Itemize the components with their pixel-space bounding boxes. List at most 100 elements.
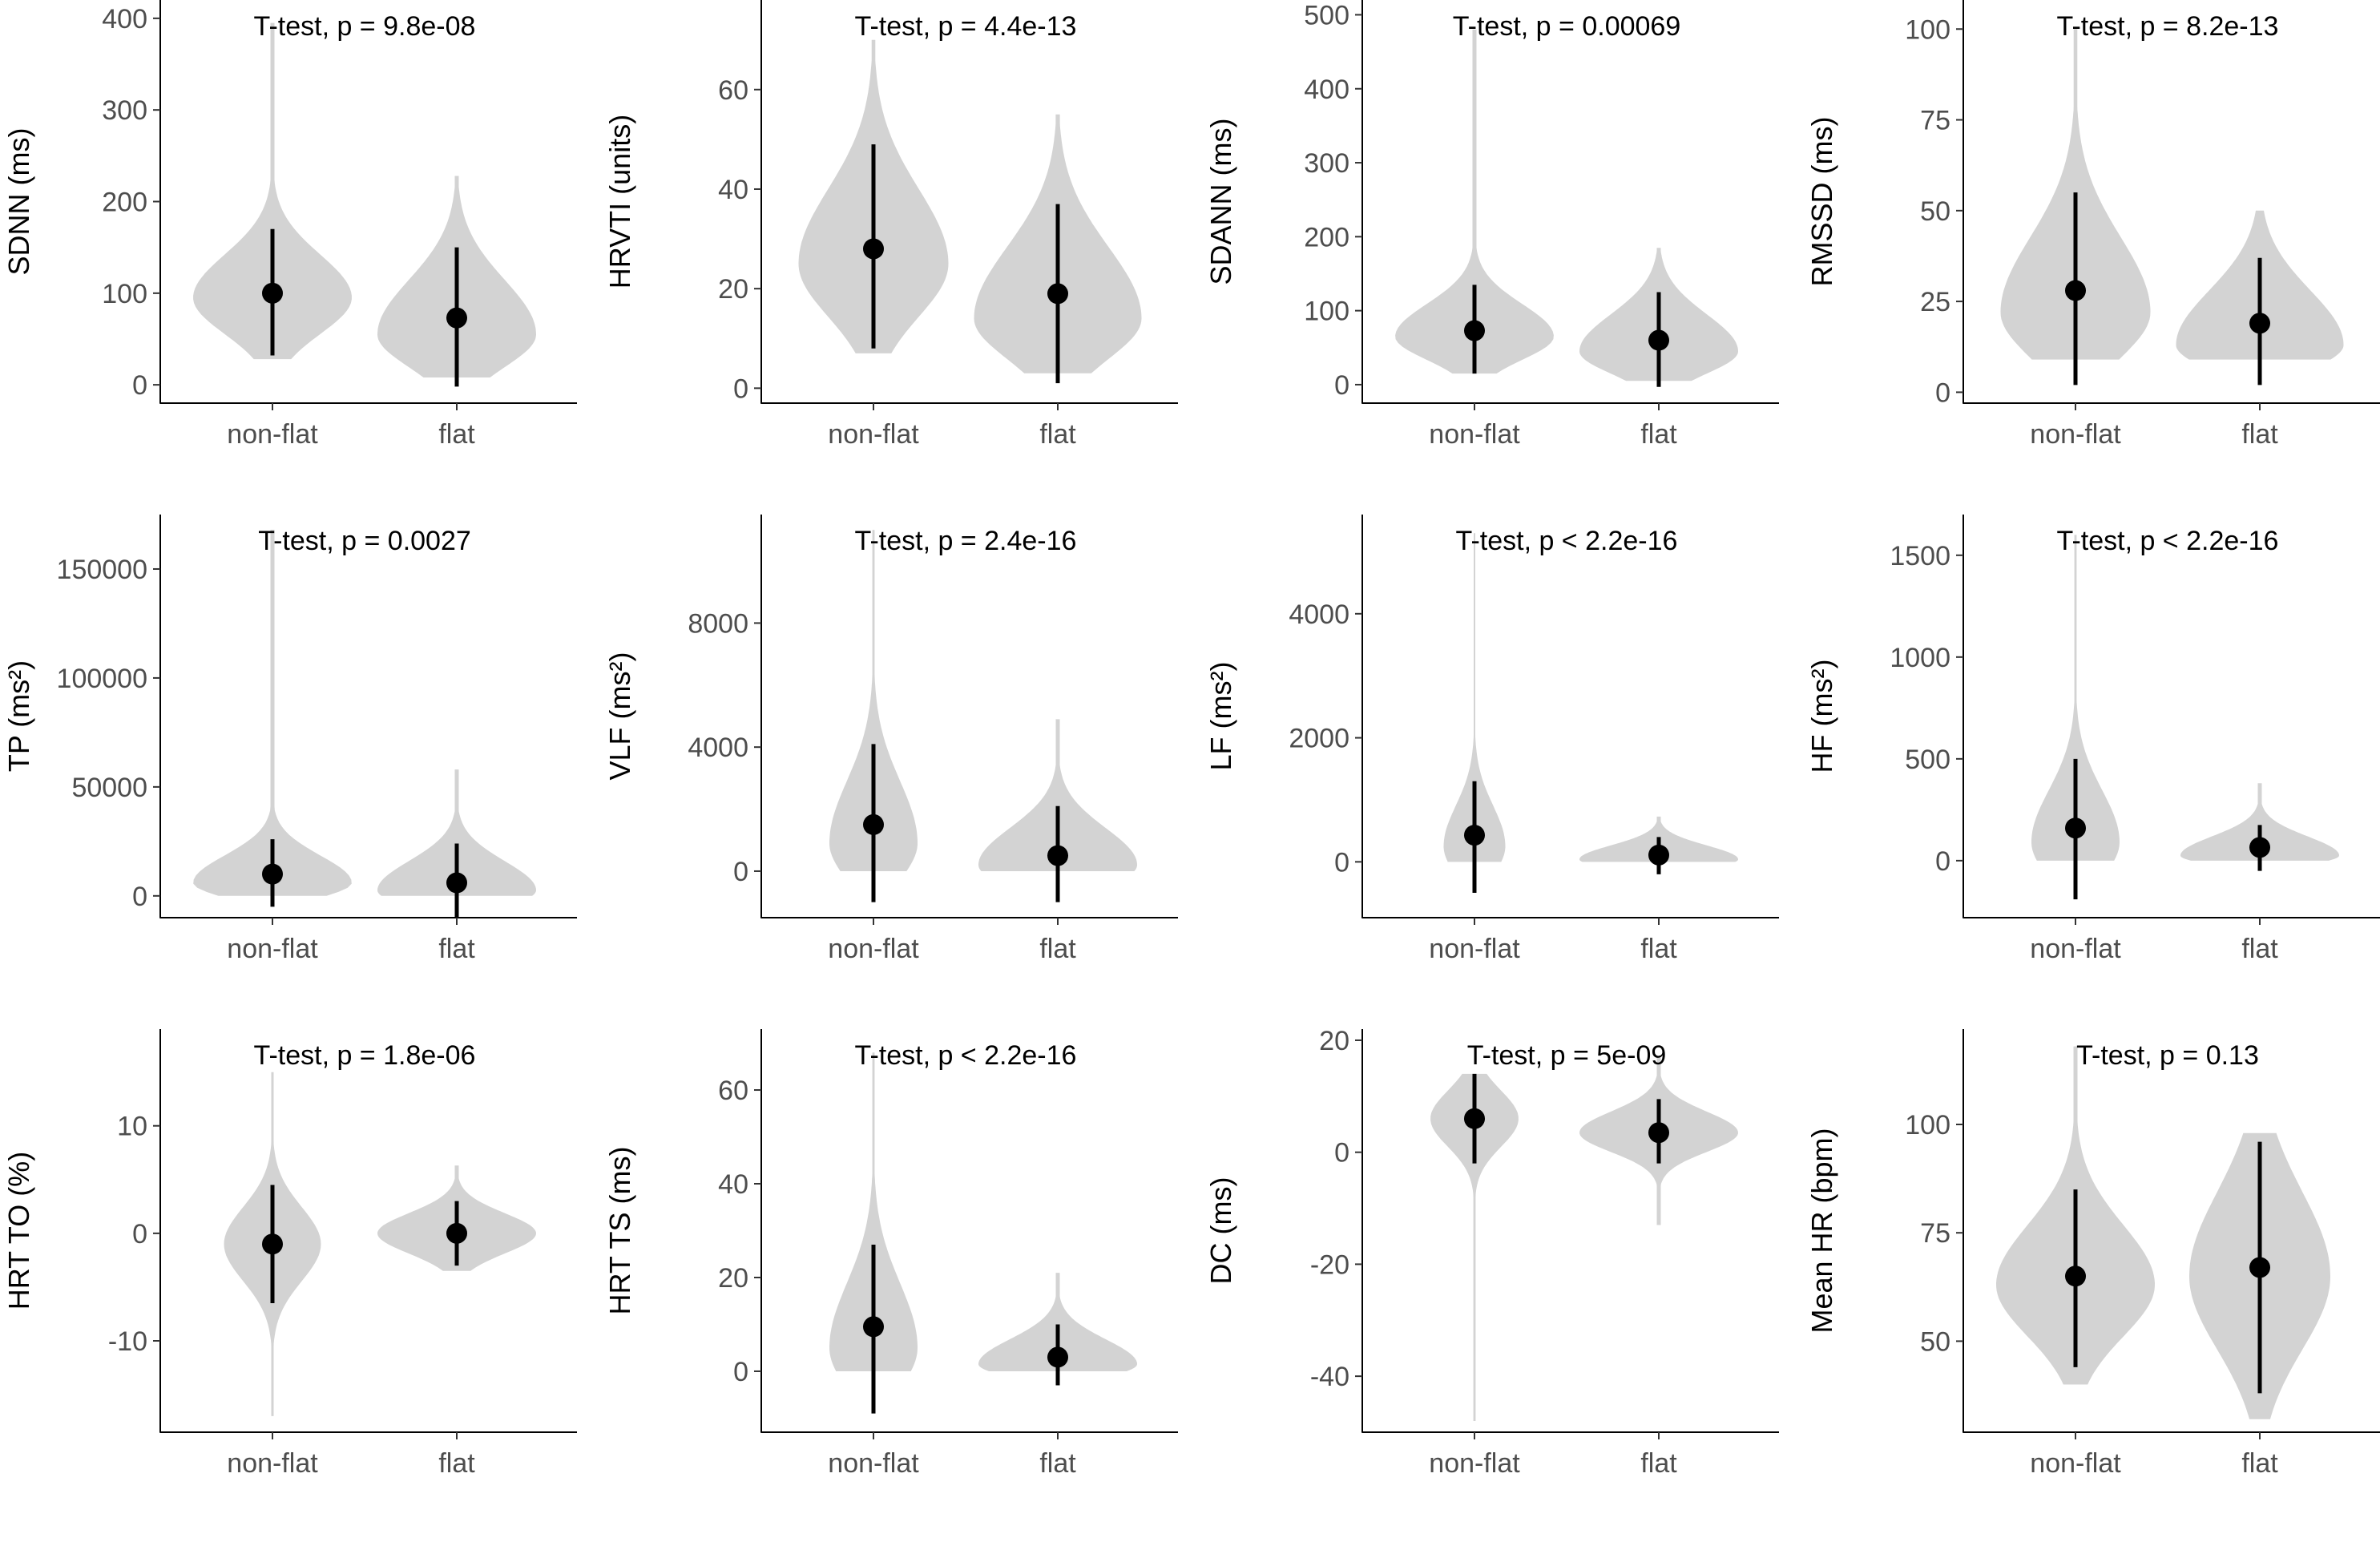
x-tick-label: non-flat — [227, 1448, 318, 1479]
chart-svg: 0 20 40 60 non-flat flat HRT TS (ms) T-test, p … — [603, 1029, 1178, 1479]
x-tick-label: non-flat — [828, 934, 919, 964]
violin-non-flat — [193, 22, 352, 360]
y-tick-label: 400 — [1304, 75, 1349, 105]
ttest-annotation: T-test, p = 0.00069 — [1453, 11, 1680, 42]
y-axis-title: HF (ms²) — [1805, 660, 1838, 773]
mean-point-non-flat — [262, 1233, 283, 1255]
y-tick-label: -20 — [1310, 1249, 1349, 1280]
x-tick-label: non-flat — [1429, 419, 1520, 450]
y-axis-title: DC (ms) — [1204, 1177, 1237, 1285]
y-tick-label: 60 — [718, 75, 748, 106]
y-tick-label: 1500 — [1890, 541, 1950, 571]
y-tick-label: 75 — [1920, 1218, 1950, 1249]
y-tick-label: 0 — [132, 882, 147, 912]
y-tick-label: 0 — [733, 373, 748, 404]
ttest-annotation: T-test, p = 1.8e-06 — [254, 1040, 476, 1071]
mean-point-flat — [2249, 1257, 2270, 1278]
violin-flat — [978, 1273, 1137, 1371]
x-tick-label: flat — [2241, 1448, 2278, 1479]
mean-point-non-flat — [1464, 1108, 1485, 1129]
y-axis-title: Mean HR (bpm) — [1805, 1128, 1838, 1333]
ttest-annotation: T-test, p = 0.13 — [2076, 1040, 2259, 1071]
violin-non-flat — [193, 530, 352, 896]
x-tick-label: flat — [438, 934, 475, 964]
violin-plot-grid: 0 100 200 300 400 non-flat flat SDNN (ms) T-test… — [2, 0, 2380, 1479]
y-axis-title: RMSSD (ms) — [1805, 117, 1838, 287]
y-axis-title: HRVTI (units) — [603, 115, 636, 289]
mean-point-non-flat — [1464, 320, 1485, 341]
mean-point-flat — [1648, 1122, 1669, 1144]
mean-point-non-flat — [863, 238, 884, 260]
ttest-annotation: T-test, p = 9.8e-08 — [254, 11, 476, 42]
ttest-annotation: T-test, p = 4.4e-13 — [855, 11, 1077, 42]
x-tick-label: flat — [1039, 934, 1076, 964]
violin-non-flat — [1443, 533, 1506, 862]
y-axis-title: SDANN (ms) — [1204, 119, 1237, 285]
violin-panel-3: 0 100 200 300 400 500 non-flat flat SDANN (ms) T-… — [1202, 0, 1797, 513]
y-tick-label: 100 — [1304, 297, 1349, 327]
ttest-annotation: T-test, p = 0.0027 — [258, 526, 471, 556]
y-tick-label: 500 — [1304, 0, 1349, 30]
mean-point-non-flat — [2065, 817, 2086, 839]
y-axis-title: TP (ms²) — [2, 660, 35, 772]
y-tick-label: 75 — [1920, 106, 1950, 136]
x-tick-label: flat — [1039, 419, 1076, 450]
mean-point-flat — [2249, 837, 2270, 858]
mean-point-non-flat — [2065, 280, 2086, 301]
mean-point-flat — [1648, 844, 1669, 866]
y-tick-label: 500 — [1905, 745, 1950, 775]
y-tick-label: 100 — [1905, 1110, 1950, 1140]
x-tick-label: flat — [1640, 934, 1677, 964]
x-tick-label: flat — [438, 419, 475, 450]
x-tick-label: flat — [2241, 419, 2278, 450]
x-tick-label: non-flat — [1429, 1448, 1520, 1479]
ttest-annotation: T-test, p < 2.2e-16 — [2057, 526, 2279, 556]
violin-flat — [2180, 783, 2339, 861]
x-tick-label: non-flat — [828, 1448, 919, 1479]
violin-panel-12: 50 75 100 non-flat flat Mean HR (bpm) T-test, … — [1803, 1029, 2380, 1542]
violin-panel-10: 0 20 40 60 non-flat flat HRT TS (ms) T-test, p … — [601, 1029, 1196, 1542]
chart-svg: -40 -20 0 20 non-flat flat DC (ms) T-test, p = … — [1204, 1026, 1779, 1479]
y-tick-label: 4000 — [688, 733, 748, 763]
chart-svg: 0 2000 4000 non-flat flat LF (ms²) T-test, p <… — [1204, 515, 1779, 964]
ttest-annotation: T-test, p < 2.2e-16 — [855, 1040, 1077, 1071]
y-tick-label: 20 — [1319, 1026, 1349, 1056]
y-tick-label: 100 — [1905, 14, 1950, 45]
x-tick-label: flat — [438, 1448, 475, 1479]
chart-svg: 0 100 200 300 400 500 non-flat flat SDANN (ms) T-… — [1204, 0, 1779, 450]
y-tick-label: 20 — [718, 274, 748, 305]
violin-non-flat — [2031, 535, 2120, 861]
chart-svg: 50 75 100 non-flat flat Mean HR (bpm) T-test, … — [1805, 1029, 2380, 1479]
mean-point-non-flat — [262, 282, 283, 304]
x-tick-label: non-flat — [828, 419, 919, 450]
chart-svg: 0 25 50 75 100 non-flat flat RMSSD (ms) T-test, … — [1805, 0, 2380, 450]
y-tick-label: 100000 — [57, 664, 147, 694]
y-tick-label: 0 — [1334, 847, 1349, 878]
y-tick-label: 8000 — [688, 608, 748, 639]
x-tick-label: non-flat — [2030, 934, 2121, 964]
y-tick-label: 300 — [102, 95, 147, 126]
y-axis-title: HRT TS (ms) — [603, 1146, 636, 1314]
y-tick-label: 4000 — [1289, 599, 1349, 630]
chart-svg: 0 4000 8000 non-flat flat VLF (ms²) T-test, p … — [603, 515, 1178, 964]
mean-point-non-flat — [863, 813, 884, 835]
violin-non-flat — [829, 1052, 918, 1371]
y-tick-label: 50 — [1920, 196, 1950, 227]
mean-point-flat — [446, 1222, 467, 1244]
y-tick-label: 1000 — [1890, 643, 1950, 673]
mean-point-flat — [446, 872, 467, 894]
violin-non-flat — [829, 530, 918, 871]
mean-point-non-flat — [1464, 825, 1485, 846]
x-tick-label: flat — [1039, 1448, 1076, 1479]
x-tick-label: non-flat — [227, 934, 318, 964]
y-tick-label: 200 — [102, 188, 147, 218]
y-tick-label: 0 — [733, 857, 748, 887]
mean-point-non-flat — [2065, 1265, 2086, 1287]
mean-point-flat — [2249, 313, 2270, 334]
y-axis-title: HRT TO (%) — [2, 1152, 35, 1310]
y-tick-label: 100 — [102, 279, 147, 309]
chart-svg: 0 500 1000 1500 non-flat flat HF (ms²) T-test, … — [1805, 515, 2380, 964]
y-tick-label: 200 — [1304, 222, 1349, 252]
violin-panel-4: 0 25 50 75 100 non-flat flat RMSSD (ms) T-test, … — [1803, 0, 2380, 513]
y-tick-label: 0 — [132, 370, 147, 401]
